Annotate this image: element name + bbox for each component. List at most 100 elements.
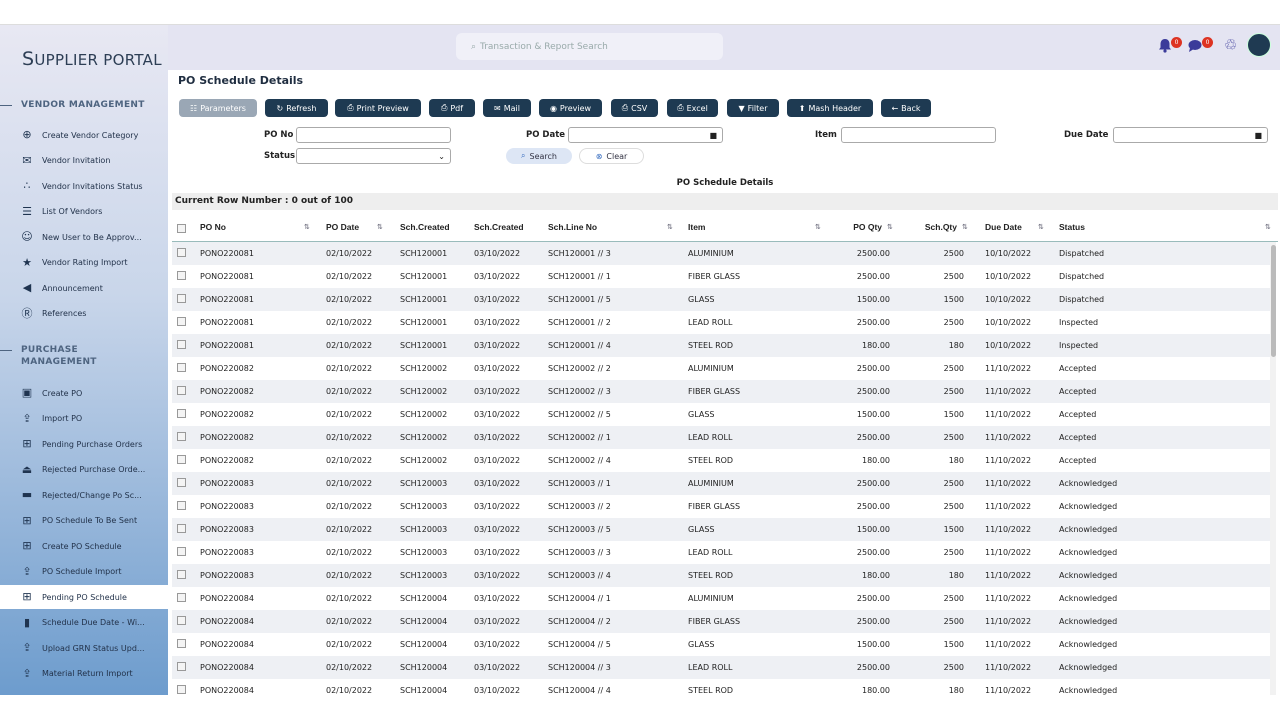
sidebar-item[interactable]: ⊞ Pending PO Schedule: [0, 585, 168, 609]
back-button[interactable]: ← Back: [881, 99, 931, 117]
sidebar-item[interactable]: ⏏ Rejected Purchase Orde...: [0, 458, 168, 482]
column-header[interactable]: PO Date: [326, 222, 360, 232]
sidebar-item[interactable]: ✉ Vendor Invitation: [0, 149, 168, 173]
chat-icon[interactable]: [1188, 38, 1202, 53]
row-checkbox[interactable]: [177, 386, 186, 395]
brand-logo[interactable]: SUPPLIER PORTAL: [22, 48, 162, 70]
sidebar-item[interactable]: Ⓡ References: [0, 302, 168, 326]
calendar-icon[interactable]: ■: [709, 130, 717, 140]
row-checkbox[interactable]: [177, 501, 186, 510]
column-header[interactable]: Status: [1059, 222, 1085, 232]
table-row[interactable]: PONO220081 02/10/2022 SCH120001 03/10/2022 S…: [172, 311, 1270, 334]
table-row[interactable]: PONO220081 02/10/2022 SCH120001 03/10/2022 S…: [172, 288, 1270, 311]
row-checkbox[interactable]: [177, 547, 186, 556]
row-checkbox[interactable]: [177, 432, 186, 441]
search-button[interactable]: ⌕ Search: [506, 148, 572, 164]
section-vendor-management[interactable]: VENDOR MANAGEMENT: [0, 100, 145, 110]
pdf-button[interactable]: ⎙ Pdf: [429, 99, 475, 117]
sidebar-item[interactable]: ⇪ Import PO: [0, 407, 168, 431]
row-checkbox[interactable]: [177, 685, 186, 694]
row-checkbox[interactable]: [177, 593, 186, 602]
table-row[interactable]: PONO220083 02/10/2022 SCH120003 03/10/2022 S…: [172, 518, 1270, 541]
excel-button[interactable]: ⎙ Excel: [667, 99, 718, 117]
table-row[interactable]: PONO220084 02/10/2022 SCH120004 03/10/2022 S…: [172, 633, 1270, 656]
column-header[interactable]: Sch.Created: [400, 222, 450, 232]
table-row[interactable]: PONO220083 02/10/2022 SCH120003 03/10/2022 S…: [172, 472, 1270, 495]
sidebar-item[interactable]: ▬ Rejected/Change Po Sc...: [0, 483, 168, 507]
sort-icon[interactable]: ⇅: [887, 223, 893, 231]
item-input[interactable]: [841, 127, 996, 143]
row-checkbox[interactable]: [177, 662, 186, 671]
row-checkbox[interactable]: [177, 639, 186, 648]
sidebar-item[interactable]: ☺ New User to Be Approv...: [0, 225, 168, 249]
filter-button[interactable]: ▼ Filter: [727, 99, 779, 117]
sort-icon[interactable]: ⇅: [1038, 223, 1044, 231]
column-header[interactable]: PO Qty: [853, 222, 882, 232]
row-checkbox[interactable]: [177, 294, 186, 303]
sort-icon[interactable]: ⇅: [304, 223, 310, 231]
sidebar-item[interactable]: ★ Vendor Rating Import: [0, 251, 168, 275]
scrollbar[interactable]: [1270, 242, 1276, 695]
sidebar-item[interactable]: ⊞ Pending Purchase Orders: [0, 432, 168, 456]
clear-button[interactable]: ⊗ Clear: [579, 148, 644, 164]
table-row[interactable]: PONO220083 02/10/2022 SCH120003 03/10/2022 S…: [172, 495, 1270, 518]
row-checkbox[interactable]: [177, 524, 186, 533]
select-all-checkbox[interactable]: [177, 224, 186, 233]
column-header[interactable]: Due Date: [985, 222, 1022, 232]
column-header[interactable]: PO No: [200, 222, 226, 232]
sidebar-item[interactable]: ☰ List Of Vendors: [0, 200, 168, 224]
bell-icon[interactable]: [1158, 38, 1172, 53]
row-checkbox[interactable]: [177, 317, 186, 326]
po-date-input[interactable]: ■: [568, 127, 723, 143]
sidebar-item[interactable]: ⇪ Material Return Import: [0, 662, 168, 686]
sidebar-item[interactable]: ⇪ PO Schedule Import: [0, 560, 168, 584]
table-row[interactable]: PONO220084 02/10/2022 SCH120004 03/10/2022 S…: [172, 679, 1270, 695]
sidebar-item[interactable]: ⇪ Upload GRN Status Upd...: [0, 636, 168, 660]
column-header[interactable]: Sch.Created: [474, 222, 524, 232]
table-row[interactable]: PONO220081 02/10/2022 SCH120001 03/10/2022 S…: [172, 265, 1270, 288]
mash-header-button[interactable]: ⬆ Mash Header: [787, 99, 873, 117]
po-no-input[interactable]: [296, 127, 451, 143]
table-row[interactable]: PONO220082 02/10/2022 SCH120002 03/10/2022 S…: [172, 357, 1270, 380]
sort-icon[interactable]: ⇅: [377, 223, 383, 231]
sidebar-item[interactable]: ◀ Announcement: [0, 276, 168, 300]
row-checkbox[interactable]: [177, 616, 186, 625]
row-checkbox[interactable]: [177, 570, 186, 579]
table-row[interactable]: PONO220083 02/10/2022 SCH120003 03/10/2022 S…: [172, 541, 1270, 564]
row-checkbox[interactable]: [177, 340, 186, 349]
row-checkbox[interactable]: [177, 363, 186, 372]
avatar[interactable]: [1247, 33, 1271, 57]
status-select[interactable]: ⌄: [296, 148, 451, 164]
sidebar-item[interactable]: ∴ Vendor Invitations Status: [0, 174, 168, 198]
column-header[interactable]: Item: [688, 222, 706, 232]
print-preview-button[interactable]: ⎙ Print Preview: [335, 99, 421, 117]
table-row[interactable]: PONO220084 02/10/2022 SCH120004 03/10/2022 S…: [172, 656, 1270, 679]
table-row[interactable]: PONO220082 02/10/2022 SCH120002 03/10/2022 S…: [172, 380, 1270, 403]
parameters-button[interactable]: ☷ Parameters: [179, 99, 257, 117]
calendar-icon[interactable]: ■: [1254, 130, 1262, 140]
sidebar-item[interactable]: ⊕ Create Vendor Category: [0, 123, 168, 147]
row-checkbox[interactable]: [177, 409, 186, 418]
row-checkbox[interactable]: [177, 478, 186, 487]
row-checkbox[interactable]: [177, 248, 186, 257]
table-row[interactable]: PONO220081 02/10/2022 SCH120001 03/10/2022 S…: [172, 242, 1270, 265]
sidebar-item[interactable]: ▣ Create PO: [0, 381, 168, 405]
search-input[interactable]: ⌕ Transaction & Report Search: [456, 33, 723, 60]
table-row[interactable]: PONO220082 02/10/2022 SCH120002 03/10/2022 S…: [172, 449, 1270, 472]
column-header[interactable]: Sch.Qty: [924, 222, 957, 232]
sort-icon[interactable]: ⇅: [815, 223, 821, 231]
sort-icon[interactable]: ⇅: [1265, 223, 1271, 231]
recycle-icon[interactable]: ♲: [1224, 36, 1238, 54]
sort-icon[interactable]: ⇅: [962, 223, 968, 231]
sidebar-item[interactable]: ▮ Schedule Due Date - Wi...: [0, 611, 168, 635]
table-row[interactable]: PONO220084 02/10/2022 SCH120004 03/10/2022 S…: [172, 610, 1270, 633]
sort-icon[interactable]: ⇅: [667, 223, 673, 231]
csv-button[interactable]: ⎙ CSV: [611, 99, 658, 117]
sidebar-item[interactable]: ⊞ PO Schedule To Be Sent: [0, 509, 168, 533]
row-checkbox[interactable]: [177, 455, 186, 464]
mail-button[interactable]: ✉ Mail: [483, 99, 531, 117]
row-checkbox[interactable]: [177, 271, 186, 280]
preview-button[interactable]: ◉ Preview: [539, 99, 602, 117]
section-purchase-management[interactable]: PURCHASE MANAGEMENT: [0, 345, 97, 367]
table-row[interactable]: PONO220083 02/10/2022 SCH120003 03/10/2022 S…: [172, 564, 1270, 587]
